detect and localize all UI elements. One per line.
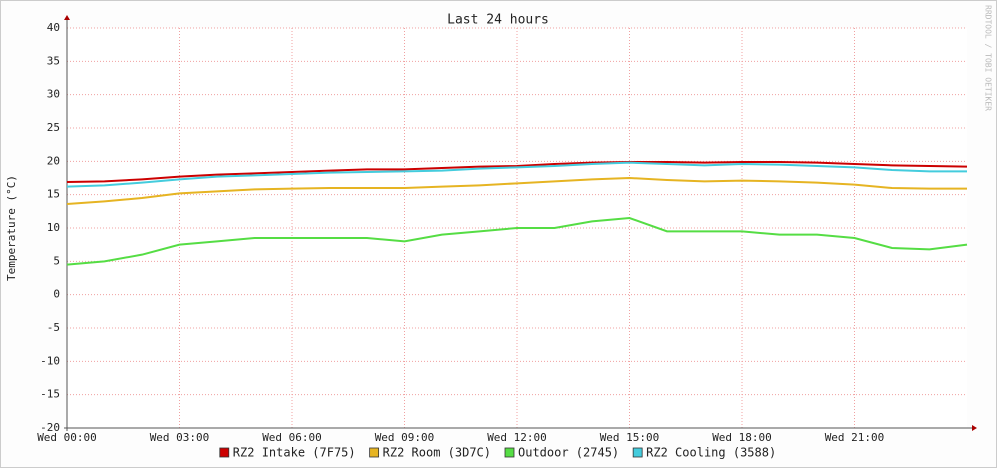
series-line (66, 161, 968, 183)
x-tick-label: Wed 12:00 (487, 431, 547, 444)
y-tick-label: 0 (53, 288, 60, 301)
y-tick-label: 10 (47, 221, 60, 234)
y-tick-label: 40 (47, 21, 60, 34)
series-line (66, 176, 967, 205)
x-tick-label: Wed 00:00 (37, 431, 97, 444)
legend-swatch (504, 447, 515, 458)
y-tick-label: 5 (53, 254, 60, 267)
axis-arrow (972, 425, 977, 431)
y-tick-label: -10 (40, 354, 60, 367)
x-tick-label: Wed 18:00 (712, 431, 772, 444)
y-tick-label: -20 (40, 421, 60, 434)
y-tick-label: -15 (40, 388, 60, 401)
legend-swatch (219, 447, 230, 458)
y-tick-label: 30 (47, 88, 60, 101)
x-tick-label: Wed 06:00 (262, 431, 322, 444)
axis-arrow (64, 15, 70, 20)
legend-label: RZ2 Intake (7F75) (233, 446, 356, 460)
y-tick-label: 15 (47, 188, 60, 201)
series-line (66, 161, 967, 188)
legend-label: Outdoor (2745) (518, 446, 619, 460)
legend-label: RZ2 Cooling (3588) (646, 446, 776, 460)
y-axis-label: Temperature (°C) (5, 175, 18, 281)
chart-title: Last 24 hours (447, 13, 549, 28)
x-tick-label: Wed 15:00 (600, 431, 660, 444)
legend-label: RZ2 Room (3D7C) (383, 446, 491, 460)
legend-swatch (369, 447, 380, 458)
y-tick-label: 35 (47, 54, 60, 67)
x-tick-label: Wed 03:00 (150, 431, 210, 444)
y-tick-label: 20 (47, 154, 60, 167)
x-tick-label: Wed 09:00 (375, 431, 435, 444)
x-tick-label: Wed 21:00 (825, 431, 885, 444)
y-tick-label: 25 (47, 121, 60, 134)
watermark: RRDTOOL / TOBI OETIKER (984, 5, 993, 111)
series-line (66, 216, 968, 266)
legend-swatch (632, 447, 643, 458)
y-tick-label: -5 (47, 321, 60, 334)
